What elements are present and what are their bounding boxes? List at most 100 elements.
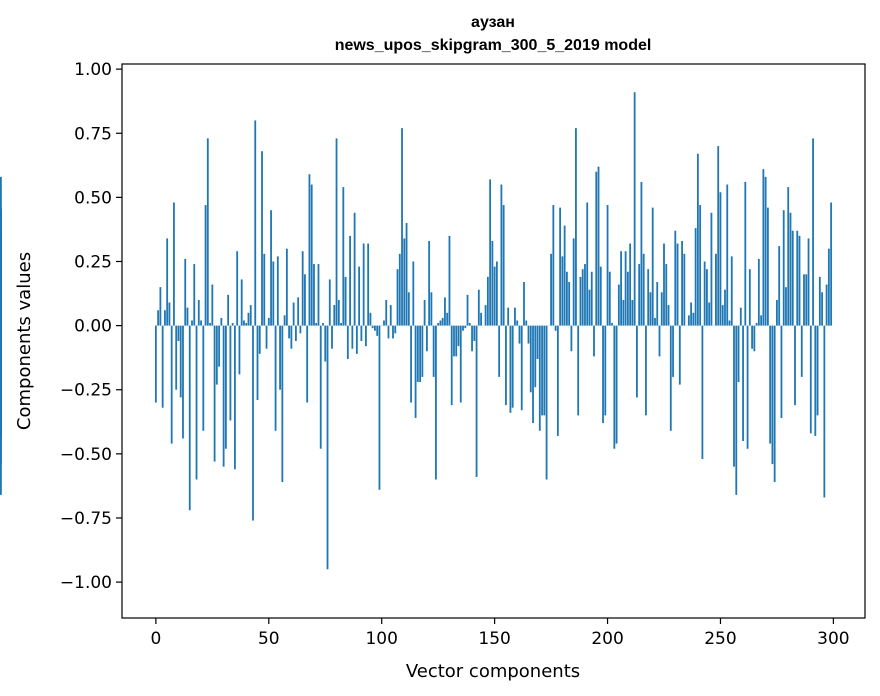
bar [236, 251, 239, 326]
x-tick-label: 200 [591, 629, 623, 649]
bar [599, 266, 602, 326]
bar [814, 325, 817, 436]
bar [651, 207, 654, 326]
bar [157, 310, 160, 326]
chart-title: аузан [471, 14, 515, 31]
bar [556, 325, 559, 436]
bar [351, 325, 354, 349]
bar [543, 325, 546, 416]
x-tick-label: 0 [150, 629, 161, 649]
bar [294, 325, 297, 341]
bar [667, 305, 670, 326]
y-tick-label: 0.00 [74, 317, 112, 337]
bar [448, 235, 451, 326]
bar [252, 325, 254, 521]
bar [633, 92, 636, 326]
bar [739, 307, 742, 326]
bar [654, 317, 656, 326]
bar [258, 325, 261, 354]
y-tick-label: 1.00 [74, 60, 112, 80]
bar [730, 256, 733, 326]
bar [624, 251, 627, 326]
bar [595, 171, 598, 326]
bar [288, 325, 291, 339]
bar [787, 187, 790, 326]
bar [617, 284, 620, 326]
bar [690, 302, 693, 326]
bar [554, 325, 557, 331]
bar [355, 325, 358, 354]
bar [597, 166, 600, 326]
bar [751, 325, 753, 349]
x-tick-label: 150 [478, 629, 510, 649]
bar [256, 325, 259, 400]
bar [757, 258, 760, 326]
bar [166, 238, 169, 326]
bar [703, 261, 706, 326]
x-tick-label: 250 [704, 629, 736, 649]
bar [186, 307, 189, 326]
bar [335, 138, 338, 326]
bar [340, 323, 342, 326]
bar [421, 325, 424, 377]
bar [762, 169, 765, 326]
bar [696, 153, 699, 326]
bar [760, 315, 763, 326]
bar [715, 253, 717, 326]
bar [218, 325, 221, 367]
bar [681, 240, 683, 326]
bar [453, 325, 455, 357]
bar [748, 269, 751, 326]
bar [333, 305, 336, 326]
bar [498, 325, 501, 377]
bar [518, 325, 521, 344]
bar [401, 128, 403, 326]
bar [565, 271, 568, 326]
bar [708, 302, 711, 326]
bar [297, 297, 300, 326]
bar [430, 292, 433, 326]
bar [529, 325, 532, 393]
bar [816, 325, 819, 416]
bar [285, 248, 288, 326]
bar [773, 325, 776, 483]
bar [656, 282, 659, 326]
bar [270, 210, 272, 326]
bar [383, 320, 385, 326]
bar [204, 205, 207, 326]
bar [622, 299, 625, 326]
bar [626, 271, 629, 326]
y-tick-label: −0.25 [60, 381, 112, 401]
bar [514, 307, 516, 326]
bar [358, 266, 361, 326]
bar [315, 323, 318, 326]
bar [507, 307, 510, 326]
bar [209, 323, 211, 326]
bar [719, 192, 722, 326]
bar [0, 325, 2, 434]
bar [468, 323, 471, 326]
bar [608, 271, 611, 326]
bar [243, 320, 245, 326]
y-tick-label: −1.00 [60, 573, 112, 593]
bars-group [0, 92, 833, 570]
bar [164, 310, 166, 326]
bar [405, 223, 408, 326]
bar [272, 261, 275, 326]
bar [308, 174, 311, 326]
x-tick-label: 100 [365, 629, 397, 649]
bar [676, 243, 679, 326]
bar [319, 325, 322, 449]
bar [541, 325, 543, 416]
bar [292, 302, 295, 326]
bar [279, 325, 281, 390]
bar [231, 323, 234, 326]
bar [184, 258, 187, 326]
bar [785, 287, 787, 326]
bar [563, 225, 566, 326]
bar [398, 253, 401, 326]
bar [387, 325, 390, 339]
bar [620, 251, 622, 326]
bar [721, 305, 724, 326]
